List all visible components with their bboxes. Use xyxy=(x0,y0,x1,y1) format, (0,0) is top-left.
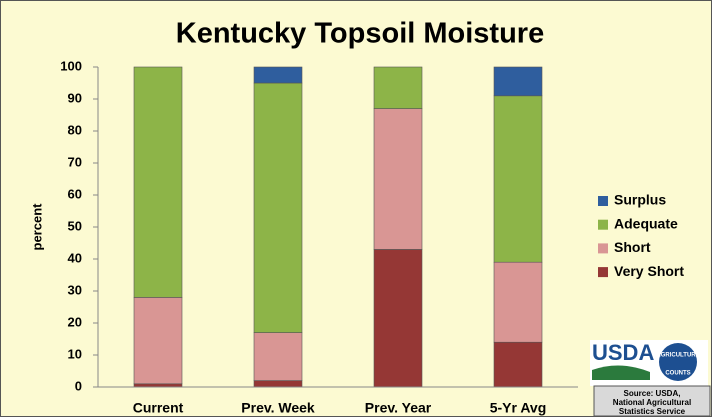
y-tick-label: 70 xyxy=(68,154,82,169)
bar-segment xyxy=(133,297,183,385)
legend-swatch xyxy=(598,243,608,254)
y-axis-label: percent xyxy=(29,203,44,251)
y-tick-label: 90 xyxy=(68,90,82,105)
legend-swatch xyxy=(598,267,608,278)
y-tick-label: 50 xyxy=(68,218,82,233)
legend-swatch xyxy=(598,219,608,230)
source-text: Statistics Service xyxy=(619,407,686,416)
y-tick-label: 30 xyxy=(68,282,82,297)
logo-field xyxy=(592,365,650,380)
bar-segment xyxy=(373,66,423,109)
logo-circle xyxy=(659,343,697,381)
bar-segment xyxy=(253,380,303,388)
y-tick-label: 20 xyxy=(68,314,82,329)
y-tick-label: 0 xyxy=(75,378,82,393)
legend-label: Surplus xyxy=(614,192,666,208)
chart-title: Kentucky Topsoil Moisture xyxy=(176,18,544,50)
y-tick-label: 100 xyxy=(60,58,82,73)
bar-segment xyxy=(373,249,423,388)
bar-segment xyxy=(133,66,183,298)
legend-label: Very Short xyxy=(614,263,684,279)
bar-segment xyxy=(493,66,543,97)
logo: USDA AGRICULTURE COUNTS Source: USDA, Na… xyxy=(590,340,711,417)
legend-label: Adequate xyxy=(614,215,678,231)
logo-name: USDA xyxy=(592,340,654,365)
x-tick-label: Prev. Week xyxy=(241,400,315,416)
source-text: Source: USDA, xyxy=(624,389,681,398)
bar-segment xyxy=(493,261,543,343)
source-text: National Agricultural xyxy=(613,398,691,407)
x-tick-label: Current xyxy=(133,400,184,416)
y-tick-label: 10 xyxy=(68,346,82,361)
source-box xyxy=(593,385,711,417)
logo-tagline: AGRICULTURE xyxy=(656,353,699,359)
y-tick-label: 80 xyxy=(68,122,82,137)
x-tick-label: 5-Yr Avg xyxy=(490,400,547,416)
bar-segment xyxy=(253,66,303,84)
bar-segment xyxy=(253,332,303,381)
bar-segment xyxy=(493,341,543,388)
bar-segment xyxy=(493,95,543,263)
bar-segment xyxy=(373,108,423,250)
legend-swatch xyxy=(598,196,608,206)
x-tick-label: Prev. Year xyxy=(365,400,432,416)
y-tick-label: 40 xyxy=(68,250,82,265)
legend-label: Short xyxy=(614,239,651,255)
bar-segment xyxy=(253,82,303,333)
y-tick-label: 60 xyxy=(68,186,82,201)
logo-tagline: COUNTS xyxy=(665,371,690,377)
